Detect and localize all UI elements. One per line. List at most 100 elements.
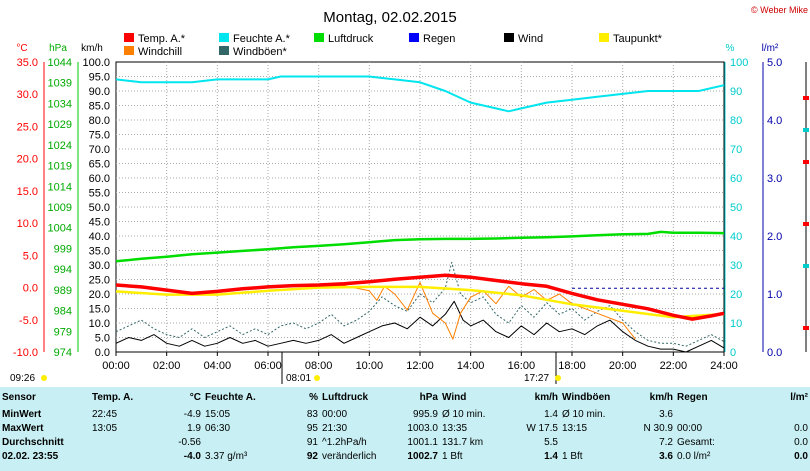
legend-swatch-wind (504, 33, 514, 42)
max-gust-time: 13:15 (562, 422, 588, 434)
time-tick-label: 24:00 (710, 360, 738, 372)
kmh-tick-label: 85.0 (89, 101, 110, 113)
hpa-tick-label: 994 (54, 264, 72, 276)
time-tick-label: 20:00 (609, 360, 637, 372)
hpa-tick-label: 1034 (48, 98, 72, 110)
hpa-tick-label: 999 (54, 243, 72, 255)
kmh-tick-label: 50.0 (89, 202, 110, 214)
hpa-tick-label: 984 (54, 306, 72, 318)
min-rain-value (735, 407, 810, 421)
pct-tick-label: 0 (730, 347, 736, 359)
min-wind-desc: Ø 10 min. (442, 408, 486, 420)
min-label: MinWert (2, 408, 42, 420)
rain-tick-label: 5.0 (767, 57, 782, 69)
weather-chart: Montag, 02.02.2015 © Weber Mike Temp. A.… (10, 5, 809, 384)
celsius-tick-label: 0.0 (23, 283, 38, 295)
pct-tick-label: 20 (730, 289, 742, 301)
legend-swatch-windchill (124, 46, 134, 55)
max-rain-desc: 00:00 (677, 422, 703, 434)
min-rain-desc (675, 407, 735, 421)
legend: Temp. A.* Feuchte A.* Luftdruck Regen Wi… (124, 33, 663, 58)
time-tick-label: 06:00 (254, 360, 282, 372)
right-edge-marker (803, 222, 809, 226)
max-temp-time: 13:05 (92, 422, 118, 434)
series-line-windben (115, 261, 725, 347)
current-wind-desc: 1 Bft (442, 450, 463, 462)
time-tick-label: 12:00 (406, 360, 434, 372)
plot-grid (116, 62, 724, 352)
current-wind-value: 1.4 (544, 450, 558, 462)
legend-label-rain: Regen (423, 33, 455, 45)
right-edge-marker (803, 326, 809, 330)
kmh-tick-label: 45.0 (89, 217, 110, 229)
rain-header: Regen (677, 391, 708, 403)
rain-tick-label: 1.0 (767, 289, 782, 301)
avg-gust-desc (560, 435, 620, 449)
pct-tick-label: 100 (730, 57, 748, 69)
legend-swatch-pressure (314, 33, 324, 42)
min-wind-value: 1.4 (544, 408, 558, 420)
gust-header: Windböen (562, 391, 611, 403)
series-line-wind (115, 300, 725, 353)
kmh-tick-label: 30.0 (89, 260, 110, 272)
avg-wind-desc: 131.7 km (442, 436, 484, 448)
rain-tick-label: 4.0 (767, 115, 782, 127)
legend-swatch-humidity (219, 33, 229, 42)
time-tick-label: 10:00 (356, 360, 384, 372)
avg-rain-desc: Gesamt: (677, 436, 715, 448)
kmh-tick-label: 90.0 (89, 86, 110, 98)
axis-ticks: 35.0 30.0 25.0 20.0 15.0 10.0 5.0 0.0 -5.0 -10.0 1… (13, 57, 782, 372)
min-pressure-value: 995.9 (412, 408, 438, 420)
current-humidity-desc: 3.37 g/m³ (205, 450, 248, 462)
time-tick-label: 08:00 (305, 360, 333, 372)
legend-label-gusts: Windböen* (233, 46, 288, 58)
hpa-tick-label: 1029 (48, 119, 72, 131)
pct-tick-label: 70 (730, 144, 742, 156)
avg-gust-value: 7.2 (659, 436, 673, 448)
legend-label-humidity: Feuchte A.* (233, 33, 291, 45)
max-label: MaxWert (2, 422, 44, 434)
kmh-unit-label: km/h (81, 43, 103, 54)
stats-current-row: 02.02. 23:55 -4.0 3.37 g/m³ 92 veränderl… (0, 449, 810, 463)
temp-unit-header: °C (189, 391, 201, 403)
hpa-tick-label: 1004 (48, 223, 72, 235)
celsius-tick-label: 15.0 (17, 186, 38, 198)
max-wind-value: W 17.5 (526, 422, 558, 434)
avg-wind-value: 5.5 (544, 436, 558, 448)
hpa-tick-label: 1044 (48, 57, 72, 69)
statistics-table: Sensor Temp. A. °C Feuchte A. % Luftdruc… (0, 387, 810, 471)
right-edge-marker (803, 128, 809, 132)
kmh-tick-label: 95.0 (89, 72, 110, 84)
current-rain-desc: 0.0 l/m² (677, 450, 711, 462)
pct-tick-label: 60 (730, 173, 742, 185)
kmh-tick-label: 80.0 (89, 115, 110, 127)
stats-max-row: MaxWert 13:05 1.9 06:30 95 21:30 1003.0 … (0, 421, 810, 435)
hpa-tick-label: 979 (54, 326, 72, 338)
max-rain-value: 0.0 (794, 422, 808, 434)
time-tick-label: 16:00 (508, 360, 536, 372)
rain-tick-label: 3.0 (767, 173, 782, 185)
celsius-tick-label: 25.0 (17, 121, 38, 133)
avg-temp-value: -0.56 (178, 436, 201, 448)
sunset-label: 17:27 (524, 373, 549, 384)
rain-unit-header: l/m² (790, 391, 808, 403)
current-pressure-value: 1002.7 (407, 450, 438, 462)
min-temp-value: -4.9 (183, 408, 201, 420)
time-tick-label: 18:00 (558, 360, 586, 372)
wind-unit-header: km/h (534, 391, 558, 403)
min-gust-value: 3.6 (659, 408, 673, 420)
celsius-tick-label: -5.0 (19, 315, 38, 327)
hpa-tick-label: 1009 (48, 202, 72, 214)
legend-label-wind: Wind (518, 33, 543, 45)
sun-markers: 08:01 09:26 17:27 (10, 352, 561, 384)
series-line-feuchtea (115, 75, 725, 113)
avg-rain-value: 0.0 (794, 436, 808, 448)
avg-pressure-value: 1001.1 (407, 436, 438, 448)
time-tick-label: 22:00 (660, 360, 688, 372)
current-gust-value: 3.6 (659, 450, 673, 462)
kmh-tick-label: 75.0 (89, 130, 110, 142)
avg-humidity-value: 91 (306, 436, 318, 448)
right-edge-marker (803, 96, 809, 100)
current-temp-desc (90, 449, 138, 463)
humidity-unit-header: % (309, 391, 318, 403)
